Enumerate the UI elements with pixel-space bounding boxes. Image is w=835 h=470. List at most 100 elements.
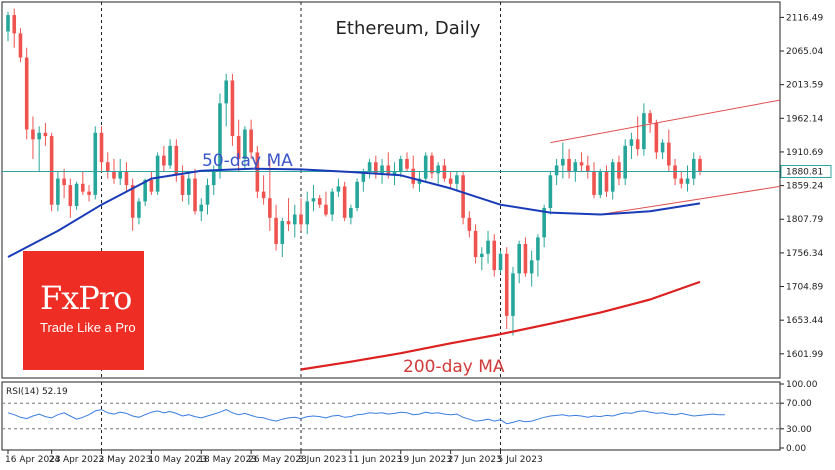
rsi-tick-label: 0.00 [786, 444, 806, 454]
candle-body [623, 145, 627, 179]
x-tick-label: 18 May 2023 [198, 455, 257, 465]
candle-body [698, 158, 702, 172]
candle-body [261, 191, 266, 199]
candle-body [317, 198, 322, 205]
x-tick-label: 16 Apr 2023 [5, 455, 61, 465]
channel-lower-line [600, 185, 781, 216]
candle-body [679, 178, 684, 184]
candle-body [87, 191, 91, 195]
x-tick-label: 19 Jun 2023 [398, 455, 452, 465]
candle-body [124, 172, 129, 186]
rsi-panel-frame [1, 381, 781, 451]
candle-body [455, 175, 459, 184]
candle-body [610, 162, 615, 192]
candle-body [498, 253, 503, 271]
candle-body [149, 179, 154, 192]
candle-body [218, 103, 222, 173]
y-tick-label: 2013.59 [786, 81, 823, 91]
candle-body [691, 158, 696, 179]
y-tick-label: 2116.49 [786, 13, 823, 23]
candle-body [480, 253, 484, 258]
candle-body [81, 183, 85, 192]
ma50-line [7, 167, 701, 258]
candle-body [386, 165, 391, 176]
candle-body [130, 185, 135, 218]
candle-body [274, 217, 278, 244]
candle-body [467, 217, 472, 231]
candle-body [286, 221, 291, 225]
candle-body [199, 204, 204, 212]
y-tick-label: 2065.04 [786, 47, 823, 57]
candle-body [56, 178, 60, 205]
candle-body [349, 207, 353, 218]
candle-body [598, 172, 603, 195]
candle-body [74, 183, 79, 207]
candle-body [236, 136, 241, 159]
main-plot-frame [1, 1, 781, 379]
ma200-line [300, 280, 701, 371]
candle-body [299, 214, 303, 225]
ma50-label: 50-day MA [202, 151, 293, 171]
candle-body [473, 230, 478, 258]
candle-body [12, 15, 17, 34]
y-tick-label: 1859.24 [786, 182, 823, 192]
chart-title: Ethereum, Daily [336, 18, 481, 39]
candle-body [411, 168, 416, 184]
candle-body [18, 33, 23, 58]
candle-body [211, 172, 216, 186]
candle-body [554, 165, 559, 176]
candle-body [423, 155, 428, 179]
candle-body [673, 165, 677, 179]
y-tick-label: 1756.34 [786, 249, 823, 259]
x-tick-label: 2 May 2023 [99, 455, 152, 465]
candle-body [567, 158, 571, 173]
x-tick-label: 5 Jul 2023 [498, 455, 543, 465]
candle-body [355, 181, 359, 208]
candle-body [573, 162, 578, 173]
candle-body [548, 175, 553, 208]
candle-body [374, 162, 378, 174]
candle-body [592, 172, 596, 195]
candle-body [174, 145, 179, 176]
candle-body [617, 162, 621, 179]
fxpro-logo: FxPro Trade Like a Pro [23, 251, 144, 370]
candle-body [448, 178, 453, 184]
candle-body [249, 129, 253, 153]
y-tick-label: 1704.89 [786, 283, 823, 293]
candle-body [43, 132, 48, 137]
candle-body [93, 132, 98, 195]
candle-body [511, 273, 515, 316]
candle-body [654, 122, 659, 153]
candle-body [155, 155, 160, 192]
candle-body [24, 57, 29, 130]
candle-body [642, 113, 646, 150]
candle-body [685, 178, 690, 184]
candle-body [492, 240, 497, 271]
candle-body [62, 178, 66, 186]
rsi-tick-label: 30.00 [786, 425, 812, 435]
candle-body [230, 80, 235, 137]
rsi-tick-label: 100.00 [786, 380, 818, 390]
candle-body [536, 237, 540, 261]
candle-body [336, 186, 341, 192]
candle-body [523, 243, 528, 274]
logo-tagline: Trade Like a Pro [40, 320, 136, 335]
candle-body [561, 158, 565, 166]
current-price-box [780, 164, 832, 178]
candle-body [380, 165, 384, 174]
candle-body [243, 129, 247, 159]
candle-body [37, 132, 41, 140]
rsi-line [7, 409, 725, 425]
candle-body [311, 198, 316, 202]
candle-body [585, 165, 590, 173]
candle-body [517, 243, 522, 274]
candle-body [367, 162, 372, 173]
candle-body [405, 158, 409, 169]
y-tick-label: 1807.79 [786, 215, 823, 225]
candle-body [168, 145, 172, 166]
candle-body [49, 136, 54, 205]
candle-body [648, 113, 652, 123]
candle-body [324, 204, 328, 215]
